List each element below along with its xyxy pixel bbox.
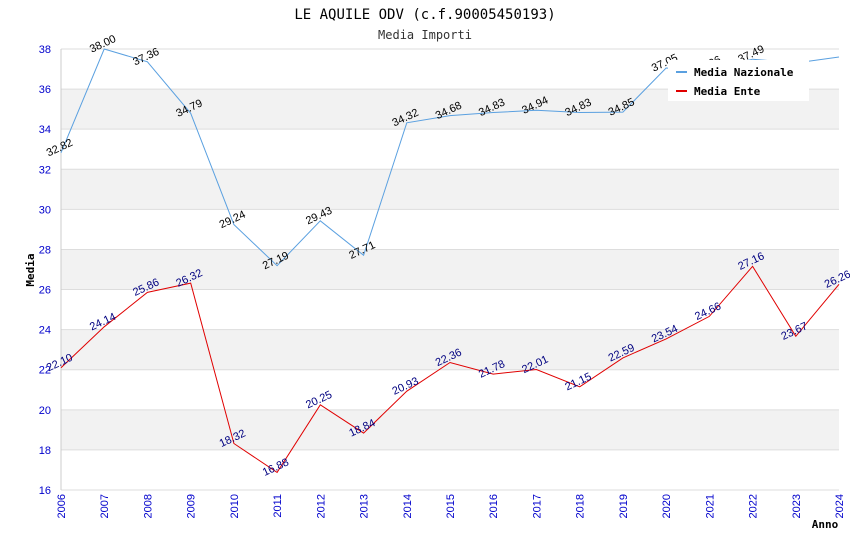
data-label: 29.24 <box>218 209 248 232</box>
y-tick-label: 24 <box>39 325 51 337</box>
x-tick-label: 2019 <box>618 494 630 518</box>
x-tick-label: 2024 <box>834 494 846 518</box>
x-tick-label: 2015 <box>445 494 457 518</box>
x-tick-label: 2010 <box>229 494 241 518</box>
x-axis-label: Anno <box>812 518 839 531</box>
x-tick-label: 2023 <box>791 494 803 518</box>
x-tick-label: 2017 <box>531 494 543 518</box>
y-tick-label: 38 <box>39 44 51 56</box>
data-label: 16.88 <box>261 456 291 479</box>
x-tick-label: 2020 <box>661 494 673 518</box>
background-bands <box>61 89 839 450</box>
x-tick-label: 2014 <box>402 494 414 518</box>
legend: Media Nazionale Media Ente <box>668 60 809 101</box>
series-line-media-ente <box>60 265 840 474</box>
y-tick-label: 36 <box>39 84 51 96</box>
x-tick-label: 2012 <box>315 494 327 518</box>
data-label: 32.82 <box>45 137 75 160</box>
x-tick-label: 2009 <box>186 494 198 518</box>
x-tick-label: 2021 <box>704 494 716 518</box>
y-axis-label: Media <box>24 253 37 286</box>
data-label: 20.25 <box>304 389 334 412</box>
legend-entry: Media Ente <box>694 85 761 98</box>
y-tick-label: 34 <box>39 124 51 136</box>
band <box>61 409 839 450</box>
x-tick-label: 2016 <box>488 494 500 518</box>
y-tick-label: 30 <box>39 204 51 216</box>
legend-box <box>668 60 809 101</box>
y-tick-label: 22 <box>39 365 51 377</box>
x-tick-label: 2008 <box>142 494 154 518</box>
data-label: 21.15 <box>563 371 593 394</box>
data-label: 24.66 <box>693 300 723 323</box>
y-tick-labels: 16 18 20 22 24 26 28 30 32 34 36 38 <box>39 44 51 497</box>
y-tick-label: 18 <box>39 445 51 457</box>
data-label: 20.93 <box>390 375 420 398</box>
y-tick-label: 32 <box>39 164 51 176</box>
x-tick-labels: 2006 2007 2008 2009 2010 2011 2012 2013 2014 2015… <box>56 494 846 518</box>
legend-entry: Media Nazionale <box>694 66 794 79</box>
x-tick-label: 2022 <box>748 494 760 518</box>
x-tick-label: 2006 <box>56 494 68 518</box>
y-tick-label: 16 <box>39 485 51 497</box>
band <box>61 169 839 210</box>
x-tick-label: 2013 <box>359 494 371 518</box>
gridlines <box>60 48 839 491</box>
x-tick-label: 2011 <box>272 494 284 518</box>
chart-title: LE AQUILE ODV (c.f.90005450193) <box>294 7 555 23</box>
x-tick-label: 2018 <box>575 494 587 518</box>
x-tick-label: 2007 <box>99 494 111 518</box>
y-tick-label: 26 <box>39 285 51 297</box>
chart-subtitle: Media Importi <box>378 28 472 42</box>
y-tick-label: 20 <box>39 405 51 417</box>
y-tick-label: 28 <box>39 244 51 256</box>
data-label: 22.10 <box>45 352 75 375</box>
